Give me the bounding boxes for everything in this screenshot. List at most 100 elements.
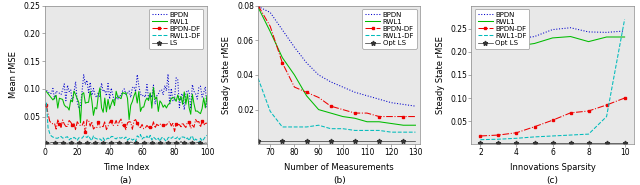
BPDN-DF <box>375 115 383 118</box>
RWL1 <box>513 45 520 47</box>
RWL1-DF <box>513 137 520 139</box>
RWL1 <box>339 115 347 118</box>
Line: BPDN: BPDN <box>47 74 207 110</box>
BPDN <box>315 74 323 76</box>
BPDN <box>531 35 538 38</box>
BPDN-DF <box>80 120 88 122</box>
Y-axis label: Steady State rMSE: Steady State rMSE <box>436 36 445 114</box>
Title: (a): (a) <box>120 176 132 185</box>
Line: Opt LS: Opt LS <box>256 139 418 144</box>
BPDN <box>180 109 188 111</box>
LS <box>125 142 133 144</box>
Line: RWL1-DF: RWL1-DF <box>258 78 415 132</box>
RWL1-DF <box>495 138 502 140</box>
BPDN-DF <box>531 126 538 128</box>
Opt LS <box>531 142 538 144</box>
RWL1-DF <box>566 134 574 136</box>
BPDN <box>164 73 172 75</box>
BPDN <box>266 11 274 14</box>
BPDN-DF <box>585 110 593 112</box>
RWL1 <box>254 6 262 8</box>
BPDN-DF <box>327 105 335 107</box>
LS <box>43 142 51 144</box>
RWL1-DF <box>125 138 133 140</box>
RWL1 <box>621 36 628 38</box>
RWL1-DF <box>190 140 198 142</box>
BPDN <box>351 91 359 93</box>
BPDN <box>43 89 51 92</box>
RWL1 <box>303 95 310 97</box>
Opt LS <box>278 140 286 142</box>
RWL1 <box>266 31 274 33</box>
RWL1-DF <box>43 102 51 104</box>
Opt LS <box>291 140 298 142</box>
Opt LS <box>585 142 593 144</box>
BPDN-DF <box>603 104 611 106</box>
RWL1-DF <box>351 129 359 132</box>
BPDN-DF <box>548 119 556 121</box>
RWL1 <box>77 122 84 124</box>
RWL1 <box>531 42 538 45</box>
RWL1 <box>477 44 484 46</box>
RWL1 <box>399 124 407 126</box>
Opt LS <box>303 140 310 142</box>
RWL1 <box>566 35 574 38</box>
LS <box>80 142 88 144</box>
Opt LS <box>339 140 347 142</box>
RWL1-DF <box>203 134 211 137</box>
BPDN-DF <box>254 4 262 7</box>
BPDN <box>495 38 502 40</box>
RWL1-DF <box>195 142 203 144</box>
LS <box>138 142 146 144</box>
BPDN-DF <box>351 112 359 114</box>
BPDN <box>203 107 211 110</box>
LS <box>74 142 81 144</box>
RWL1-DF <box>375 129 383 132</box>
Opt LS <box>266 140 274 142</box>
Line: RWL1: RWL1 <box>258 7 415 125</box>
Line: RWL1-DF: RWL1-DF <box>481 19 625 140</box>
BPDN <box>621 30 628 32</box>
Line: RWL1-DF: RWL1-DF <box>47 103 207 143</box>
Opt LS <box>363 140 371 142</box>
X-axis label: Number of Measurements: Number of Measurements <box>284 163 394 172</box>
RWL1-DF <box>196 137 204 139</box>
RWL1-DF <box>254 77 262 80</box>
LS <box>192 142 200 144</box>
BPDN-DF <box>621 97 628 99</box>
Opt LS <box>315 140 323 142</box>
BPDN <box>327 81 335 83</box>
RWL1 <box>193 110 201 112</box>
BPDN <box>80 74 88 76</box>
RWL1-DF <box>278 126 286 128</box>
RWL1 <box>203 95 211 97</box>
RWL1 <box>81 102 89 104</box>
BPDN-DF <box>127 121 134 123</box>
BPDN-DF <box>387 115 395 118</box>
RWL1-DF <box>531 136 538 138</box>
BPDN <box>566 27 574 29</box>
BPDN-DF <box>477 135 484 137</box>
BPDN-DF <box>495 134 502 136</box>
Title: (c): (c) <box>547 176 559 185</box>
RWL1-DF <box>399 131 407 133</box>
BPDN-DF <box>412 115 419 118</box>
RWL1 <box>585 41 593 43</box>
RWL1-DF <box>363 129 371 132</box>
RWL1 <box>603 36 611 38</box>
BPDN <box>603 31 611 33</box>
RWL1 <box>375 121 383 123</box>
Line: RWL1: RWL1 <box>481 36 625 46</box>
BPDN <box>363 95 371 97</box>
BPDN-DF <box>566 112 574 114</box>
RWL1-DF <box>291 126 298 128</box>
BPDN <box>193 98 201 100</box>
RWL1 <box>351 117 359 119</box>
BPDN <box>291 46 298 48</box>
LS <box>177 140 185 142</box>
RWL1-DF <box>80 135 88 137</box>
RWL1-DF <box>548 135 556 137</box>
BPDN-DF <box>399 115 407 118</box>
RWL1 <box>140 106 148 108</box>
RWL1 <box>315 108 323 111</box>
